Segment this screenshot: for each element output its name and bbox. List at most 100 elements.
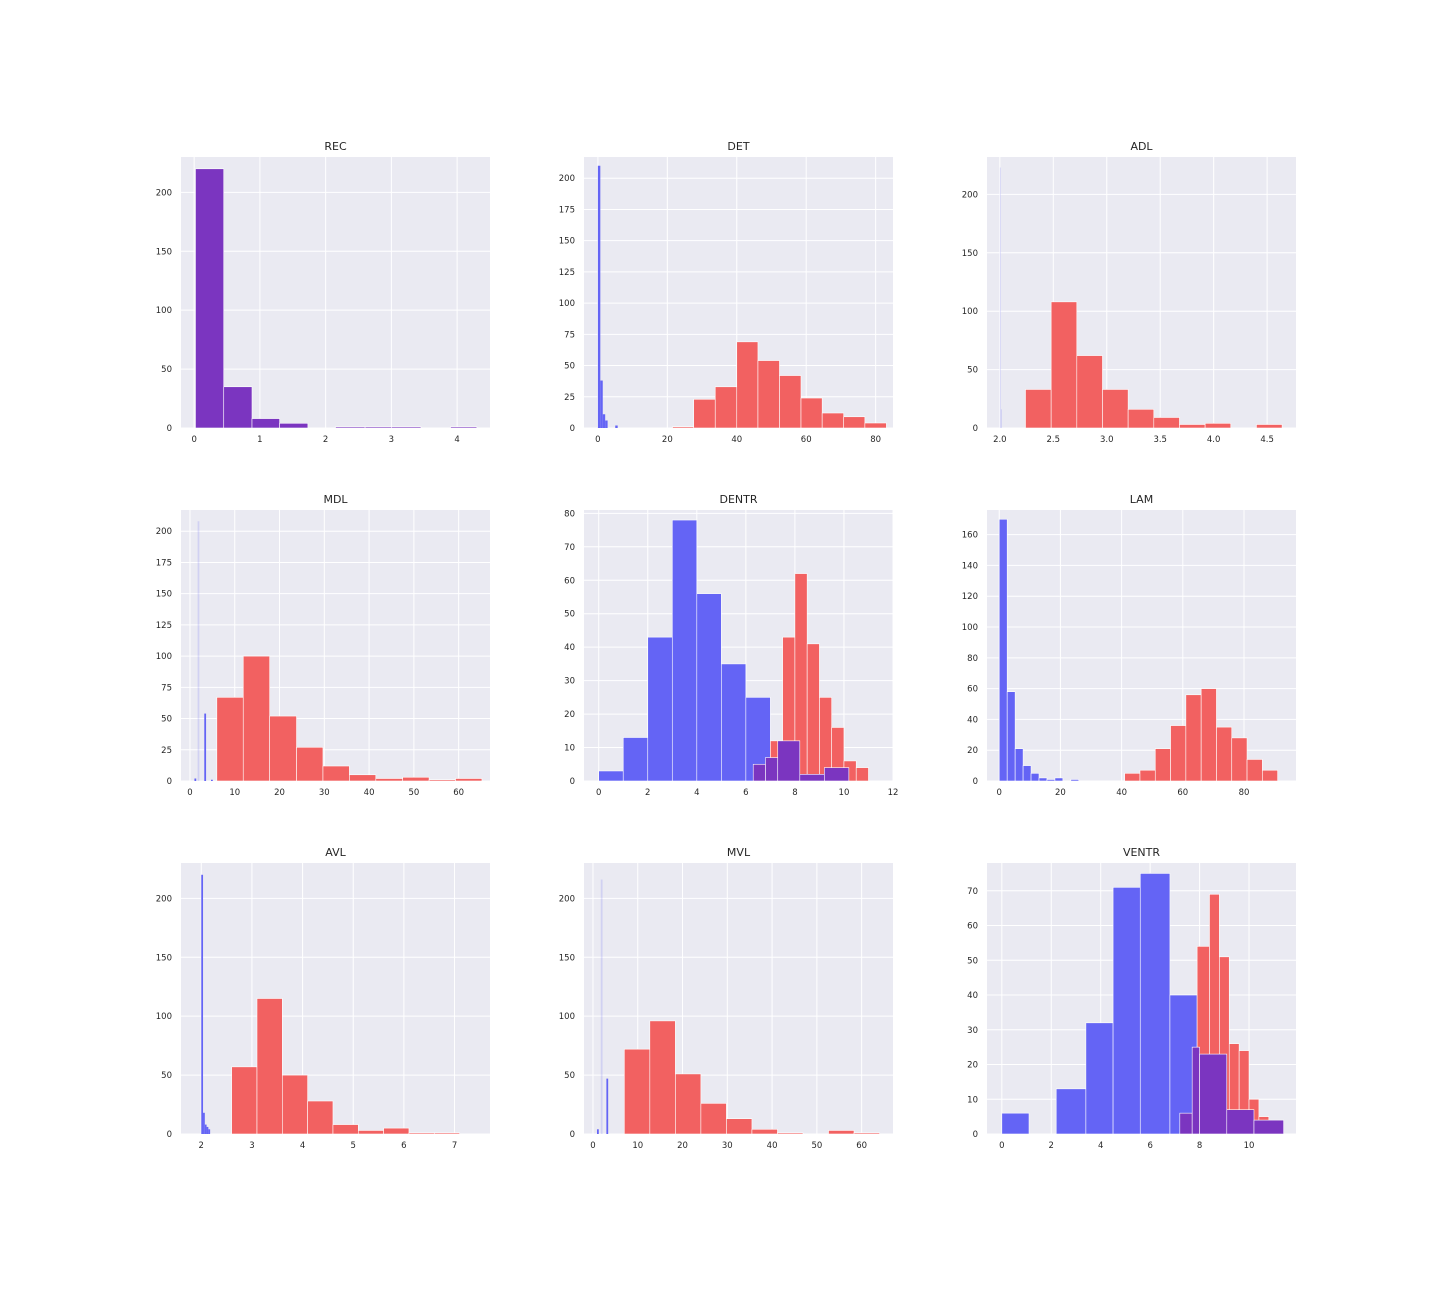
x-tick-label: 50 (408, 788, 419, 798)
y-tick-label: 50 (161, 365, 172, 375)
y-tick-label: 50 (967, 956, 978, 966)
histogram-bar (1001, 1112, 1030, 1135)
histogram-bar (1000, 409, 1002, 428)
histogram-bar (1253, 1119, 1284, 1135)
histogram-bar (1050, 301, 1078, 429)
chart-title: DET (727, 140, 749, 153)
histogram-bar (647, 636, 673, 782)
y-tick-label: 200 (156, 894, 172, 904)
histogram-bar (598, 770, 624, 782)
histogram-bar (201, 874, 204, 1134)
histogram-bar (602, 414, 606, 428)
histogram-bar (824, 767, 850, 782)
x-tick-label: 2 (323, 435, 328, 445)
y-tick-label: 200 (156, 188, 172, 198)
y-tick-label: 100 (156, 1012, 172, 1022)
histogram-bar (335, 426, 366, 429)
y-tick-label: 80 (967, 654, 978, 664)
y-tick-label: 75 (564, 330, 575, 340)
histogram-bar (721, 663, 747, 782)
y-tick-label: 60 (967, 922, 978, 932)
histogram-bar (1139, 769, 1156, 782)
histogram-bar (216, 697, 244, 782)
x-tick-label: 60 (1177, 788, 1188, 798)
histogram-bar (1014, 748, 1024, 782)
y-tick-label: 70 (564, 543, 575, 553)
y-tick-label: 20 (564, 710, 575, 720)
histogram-bar (675, 1073, 702, 1135)
histogram-bar (1102, 389, 1129, 429)
histogram-bar (998, 518, 1008, 782)
y-tick-label: 0 (570, 1130, 575, 1140)
x-tick-label: 1 (257, 435, 262, 445)
x-tick-label: 4.0 (1207, 435, 1221, 445)
x-tick-label: 2 (645, 788, 650, 798)
y-tick-label: 50 (161, 715, 172, 725)
y-tick-label: 175 (559, 205, 575, 215)
histogram-bar (349, 774, 377, 782)
y-tick-label: 10 (564, 744, 575, 754)
histogram-bar (736, 341, 759, 429)
x-tick-label: 6 (1147, 1141, 1152, 1151)
x-tick-label: 3 (389, 435, 394, 445)
histogram-bar (1070, 779, 1080, 782)
panel-rec: REC 0 1 2 3 4 0 50 100 150 200 (156, 140, 490, 445)
y-tick-label: 60 (564, 576, 575, 586)
histogram-bar (1170, 725, 1187, 782)
histogram-bar (1085, 1022, 1114, 1135)
y-tick-label: 0 (973, 777, 978, 787)
x-tick-label: 0 (191, 435, 196, 445)
histogram-bar (364, 426, 392, 429)
histogram-bar (843, 416, 866, 429)
y-tick-label: 200 (962, 190, 978, 200)
y-tick-label: 150 (962, 249, 978, 259)
histogram-bar (256, 998, 283, 1135)
histogram-bar (1191, 1046, 1200, 1135)
x-tick-label: 10 (839, 788, 850, 798)
y-tick-label: 80 (564, 509, 575, 519)
y-tick-label: 175 (156, 558, 172, 568)
histogram-bar (455, 778, 483, 782)
y-tick-label: 160 (962, 531, 978, 541)
histogram-bar (375, 778, 403, 782)
histogram-bar (1112, 887, 1141, 1135)
histogram-bar (231, 1066, 258, 1135)
y-tick-label: 100 (559, 299, 575, 309)
x-tick-label: 4 (300, 1141, 305, 1151)
histogram-bar (269, 715, 297, 782)
histogram-bar (251, 418, 280, 429)
x-tick-label: 80 (1239, 788, 1250, 798)
y-tick-label: 0 (167, 777, 172, 787)
histogram-bar (649, 1020, 676, 1135)
histogram-bar (282, 1074, 308, 1135)
histogram-bar (1179, 1112, 1193, 1135)
x-tick-label: 8 (792, 788, 797, 798)
histogram-bar (1006, 691, 1016, 782)
panel-ventr: VENTR 0 2 4 6 8 10 0 10 20 30 40 50 60 70 (967, 846, 1296, 1151)
plot-area (181, 863, 490, 1134)
histogram-bar (357, 1130, 384, 1135)
y-tick-label: 150 (559, 237, 575, 247)
histogram-bar (1030, 773, 1040, 782)
x-tick-label: 80 (870, 435, 881, 445)
x-tick-label: 0 (595, 435, 600, 445)
x-tick-label: 40 (364, 788, 375, 798)
y-tick-label: 125 (559, 268, 575, 278)
histogram-bar (777, 1132, 804, 1135)
x-tick-label: 40 (1116, 788, 1127, 798)
x-tick-label: 2.0 (993, 435, 1007, 445)
histogram-bar (1054, 777, 1064, 782)
histogram-bar (332, 1124, 359, 1135)
x-tick-label: 2 (199, 1141, 204, 1151)
y-tick-label: 60 (967, 685, 978, 695)
y-tick-label: 150 (156, 590, 172, 600)
y-tick-label: 0 (570, 424, 575, 434)
histogram-bar (402, 776, 430, 782)
panel-mdl: MDL 0 10 20 30 40 50 60 0 25 50 75 100 125 150 175 200 (156, 493, 490, 798)
histogram-bar (1022, 765, 1032, 782)
y-tick-label: 100 (962, 307, 978, 317)
plot-area (987, 510, 1296, 781)
y-tick-label: 50 (564, 610, 575, 620)
histogram-bar (597, 165, 601, 428)
histogram-bar (672, 426, 695, 429)
